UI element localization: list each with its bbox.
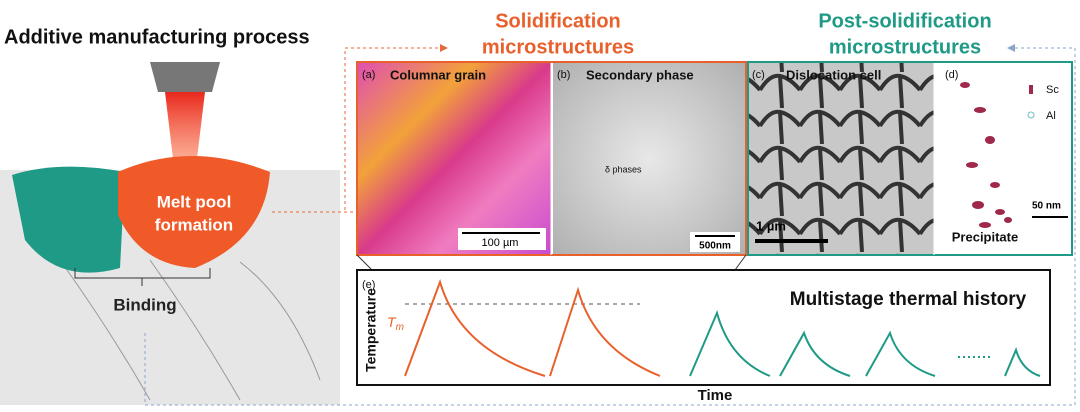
connector: [144, 47, 1076, 406]
scale-label: 500nm: [699, 241, 731, 252]
laser-beam: [165, 92, 205, 175]
heat-curve-post: [689, 309, 1041, 377]
panel-note: δ phases: [605, 164, 642, 174]
melt-pool: [118, 156, 270, 268]
teal-pool: [12, 166, 125, 273]
panel-label: Dislocation cell: [786, 67, 881, 82]
panel-label: Secondary phase: [586, 67, 694, 82]
panel-tag: (e): [362, 279, 375, 291]
x-axis-label: Time: [698, 387, 733, 404]
melt-pool-label: formation: [155, 215, 233, 234]
binding-label: Binding: [113, 295, 176, 314]
scale-label: 100 µm: [482, 237, 519, 249]
bracket: [74, 268, 211, 286]
panel-label: Precipitate: [952, 229, 1018, 244]
scale-label: 1 µm: [756, 218, 786, 233]
plot-title: Multistage thermal history: [790, 289, 1027, 310]
legend-swatch: [1029, 85, 1033, 94]
section-heading: microstructures: [482, 36, 634, 58]
arrow-head: [440, 44, 448, 52]
legend-label: Sc: [1046, 84, 1059, 96]
panel-tag: (d): [945, 69, 958, 81]
melt-symbol-main: T: [387, 314, 397, 330]
section-heading: Post-solidification: [818, 10, 991, 32]
zoom-line: [356, 254, 747, 271]
legend-label: Al: [1046, 110, 1056, 122]
image-b: [553, 63, 745, 255]
panel-label: Columnar grain: [390, 67, 486, 82]
image-c: [749, 63, 934, 255]
panel-tag: (b): [557, 69, 570, 81]
image-d: [934, 63, 1071, 255]
melt-symbol: Tm: [387, 314, 404, 333]
plot-frame: [356, 269, 1051, 386]
y-axis-label: Temperature: [363, 288, 379, 372]
panel-tag: (c): [752, 69, 765, 81]
title: Additive manufacturing process: [4, 26, 310, 48]
heat-curve-solid: [404, 278, 661, 377]
image-a: [358, 63, 551, 255]
melt-pool-label: Melt pool: [157, 192, 232, 211]
arrow-head: [1007, 44, 1015, 52]
precipitates: [960, 82, 1012, 228]
track-lines: [59, 259, 321, 401]
melt-symbol-sub: m: [396, 322, 404, 333]
section-heading: Solidification: [495, 10, 621, 32]
legend-swatch: [1027, 111, 1035, 119]
section-heading: microstructures: [829, 36, 981, 58]
frame-post: [747, 61, 1073, 256]
connector: [344, 47, 440, 210]
nozzle: [150, 62, 220, 92]
scale-label: 50 nm: [1032, 201, 1061, 212]
panel-tag: (a): [362, 69, 375, 81]
